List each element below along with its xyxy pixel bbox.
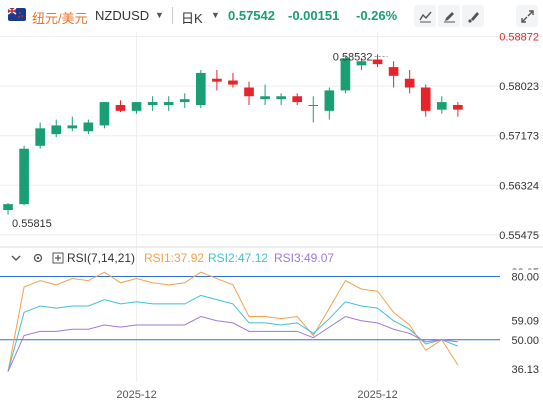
rsi-tick-label: 36.13 xyxy=(511,364,539,376)
draw-icon xyxy=(443,11,455,22)
period-dropdown-icon[interactable]: ▼ xyxy=(211,10,220,20)
candle-body xyxy=(404,78,415,88)
rsi-line-rsi3 xyxy=(7,316,458,372)
candle-body xyxy=(324,90,335,111)
candle-body xyxy=(372,59,383,65)
price-tick-label: 0.56324 xyxy=(499,180,539,192)
price-tick-label: 0.58872 xyxy=(499,32,539,44)
price-tick-label: 0.57173 xyxy=(499,131,539,143)
candle-body xyxy=(83,122,94,132)
x-tick-label: 2025-12 xyxy=(357,389,397,401)
high-price-label: 0.58532 xyxy=(333,51,373,63)
rsi-line-rsi1 xyxy=(7,271,459,372)
candle-body xyxy=(99,102,110,126)
price-axis: 0.58872 0.58023 0.57173 0.56324 0.55475 xyxy=(499,32,539,242)
candle-body xyxy=(179,99,190,103)
add-indicator-icon[interactable] xyxy=(52,252,64,264)
candle-body xyxy=(196,72,206,105)
candle-body xyxy=(35,128,45,146)
candle-body xyxy=(260,96,270,100)
candle-body xyxy=(420,87,431,111)
rsi-tick-label: 80.00 xyxy=(511,271,539,283)
last-price: 0.57542 xyxy=(228,8,275,23)
candle-body xyxy=(276,96,286,100)
candle-body xyxy=(436,102,447,110)
candle-body xyxy=(308,105,319,106)
price-tick-label: 0.58023 xyxy=(499,81,539,93)
rsi-level-tag xyxy=(500,332,543,347)
collapse-icon[interactable] xyxy=(10,252,22,264)
nz-flag-icon xyxy=(8,8,26,21)
rsi-tick-label: 50.00 xyxy=(511,335,539,347)
candle-body xyxy=(453,105,463,110)
x-tick-label: 2025-12 xyxy=(116,389,156,401)
fullscreen-button[interactable] xyxy=(516,5,538,27)
price-change: -0.00151 xyxy=(288,8,340,23)
rsi-series xyxy=(7,271,459,372)
rsi-level-tag xyxy=(500,269,543,284)
candlestick-series: 0.58532 0.55815 xyxy=(3,51,463,230)
candle-body xyxy=(115,105,126,111)
brush-icon xyxy=(467,11,479,23)
indicator-button[interactable] xyxy=(414,5,436,27)
rsi-tick-label: 59.09 xyxy=(511,316,539,328)
candle-body xyxy=(3,204,13,210)
pair-name-cn[interactable]: 纽元/美元 xyxy=(32,11,88,26)
candle-body xyxy=(356,61,367,66)
candle-body xyxy=(212,78,222,82)
line-chart-icon xyxy=(418,11,432,22)
rsi-grid xyxy=(0,275,543,341)
rsi3-value: RSI3:49.07 xyxy=(274,251,335,265)
candle-body xyxy=(340,58,351,91)
low-price-label: 0.55815 xyxy=(12,218,52,230)
candle-body xyxy=(51,125,62,135)
header-divider xyxy=(172,7,173,24)
candle-body xyxy=(228,80,238,85)
pair-dropdown-icon[interactable]: ▼ xyxy=(155,10,164,20)
candle-body xyxy=(388,67,399,76)
rsi1-value: RSI1:37.92 xyxy=(144,251,205,265)
draw-button[interactable] xyxy=(438,5,460,27)
candle-body xyxy=(163,102,174,105)
rsi-line-rsi2 xyxy=(7,294,459,372)
price-tick-label: 0.55475 xyxy=(499,230,539,242)
rsi-legend: RSI(7,14,21) RSI1:37.92 RSI2:47.12 RSI3:… xyxy=(0,248,400,268)
price-change-pct: -0.26% xyxy=(356,8,398,23)
rsi2-value: RSI2:47.12 xyxy=(208,251,269,265)
settings-icon[interactable] xyxy=(32,252,44,264)
candle-body xyxy=(67,125,78,129)
candle-body xyxy=(19,148,29,205)
rsi-params[interactable]: RSI(7,14,21) xyxy=(67,251,136,265)
period-selector[interactable]: 日K xyxy=(181,11,203,26)
pair-code[interactable]: NZDUSD xyxy=(95,8,150,23)
chart-header: 纽元/美元 NZDUSD ▼ 日K ▼ 0.57542 -0.00151 -0.… xyxy=(0,0,543,32)
brush-button[interactable] xyxy=(462,5,484,27)
x-axis: 2025-12 2025-12 xyxy=(116,389,397,401)
price-grid xyxy=(0,32,543,382)
candle-body xyxy=(244,87,254,97)
candle-body xyxy=(292,96,303,103)
expand-icon xyxy=(520,9,534,23)
candle-body xyxy=(147,102,158,105)
candle-body xyxy=(131,102,142,111)
